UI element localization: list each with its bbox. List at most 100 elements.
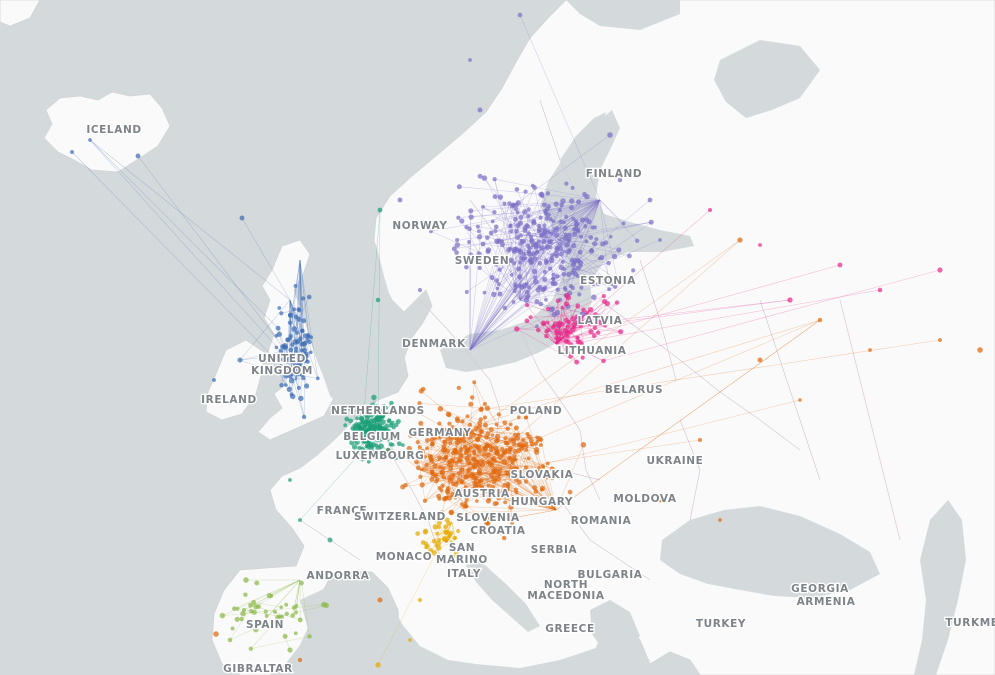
flow-point xyxy=(616,247,622,253)
barents-sea xyxy=(566,0,680,30)
flow-point xyxy=(554,246,560,252)
flow-point xyxy=(394,422,399,428)
flow-point xyxy=(553,250,559,257)
flow-point xyxy=(501,459,508,465)
flow-point xyxy=(516,415,521,420)
flow-line xyxy=(468,448,557,511)
flow-point xyxy=(522,227,528,233)
flow-point xyxy=(562,249,567,254)
flow-line xyxy=(285,347,297,381)
flow-point xyxy=(497,194,504,200)
flow-line xyxy=(461,220,501,295)
flow-point xyxy=(537,261,543,266)
flow-point xyxy=(429,476,435,482)
flow-point xyxy=(296,356,301,361)
flow-point xyxy=(535,249,540,254)
flow-point xyxy=(477,433,483,438)
flow-line xyxy=(469,193,543,351)
country-border xyxy=(639,259,677,381)
country-border xyxy=(559,499,651,581)
flow-line xyxy=(575,199,601,229)
flow-line xyxy=(280,350,299,359)
flow-line xyxy=(460,449,521,471)
flow-point xyxy=(473,475,479,481)
flow-point xyxy=(472,432,477,438)
flow-point xyxy=(284,602,289,607)
flow-point xyxy=(294,604,299,608)
flow-point xyxy=(536,327,541,333)
flow-line xyxy=(486,509,557,523)
flow-point xyxy=(532,275,537,280)
flow-line xyxy=(562,307,583,358)
flow-point xyxy=(298,518,302,522)
flow-line xyxy=(255,579,301,607)
flow-point xyxy=(526,456,531,461)
flow-point xyxy=(279,382,284,388)
flow-point xyxy=(449,474,455,480)
flow-point xyxy=(441,474,447,480)
flow-point xyxy=(560,198,566,204)
flow-point xyxy=(282,343,288,349)
flow-point xyxy=(277,306,282,310)
flow-point xyxy=(239,215,245,221)
flow-point xyxy=(562,220,566,225)
flow-point xyxy=(253,627,259,633)
flow-point xyxy=(610,282,615,287)
flow-point xyxy=(478,417,483,422)
flow-point xyxy=(837,262,843,268)
flow-line xyxy=(434,476,505,539)
flow-point xyxy=(279,605,284,610)
flow-line xyxy=(487,408,557,511)
flow-point xyxy=(541,501,547,506)
flow-line xyxy=(419,458,474,471)
flow-point xyxy=(415,531,421,536)
flow-point xyxy=(541,238,547,245)
flow-point xyxy=(293,610,298,615)
flow-line xyxy=(469,203,510,351)
flow-point xyxy=(497,267,502,272)
flow-line xyxy=(588,302,618,321)
flow-line xyxy=(519,14,601,201)
flow-point xyxy=(977,347,983,353)
flow-point xyxy=(327,537,333,543)
flow-line xyxy=(547,322,557,345)
flow-line xyxy=(580,325,585,351)
flow-point xyxy=(288,478,292,482)
country-label-lithuania: LITHUANIA xyxy=(557,345,626,357)
flow-point xyxy=(466,447,471,451)
flow-line xyxy=(469,287,517,351)
flow-point xyxy=(425,551,431,557)
flow-point xyxy=(504,440,510,446)
flow-point xyxy=(485,452,491,458)
country-label-bulgaria: BULGARIA xyxy=(578,569,643,581)
flow-point xyxy=(577,249,583,255)
flow-line xyxy=(539,199,601,227)
country-border xyxy=(519,329,601,501)
flow-point xyxy=(266,593,273,599)
flow-point xyxy=(417,401,422,406)
flow-point xyxy=(388,442,393,447)
point-group-iberia xyxy=(219,577,329,653)
flow-point xyxy=(526,207,531,212)
flow-point xyxy=(279,311,284,316)
flow-point xyxy=(306,294,312,300)
flow-point xyxy=(241,607,247,613)
flow-line xyxy=(559,331,592,341)
flow-point xyxy=(287,647,293,653)
flow-point xyxy=(362,410,367,415)
flow-line xyxy=(469,194,585,351)
flow-point xyxy=(508,447,513,452)
country-label-austria: AUSTRIA xyxy=(454,488,510,500)
country-label-ireland: IRELAND xyxy=(201,394,257,406)
flow-line xyxy=(469,251,569,351)
flow-point xyxy=(567,489,573,495)
flow-point xyxy=(530,183,535,188)
flow-point xyxy=(563,301,569,307)
gulf-of-bothnia xyxy=(560,112,606,166)
flow-point xyxy=(562,286,567,291)
flow-line xyxy=(508,452,557,511)
flow-line xyxy=(519,399,801,471)
flow-line xyxy=(559,339,577,363)
